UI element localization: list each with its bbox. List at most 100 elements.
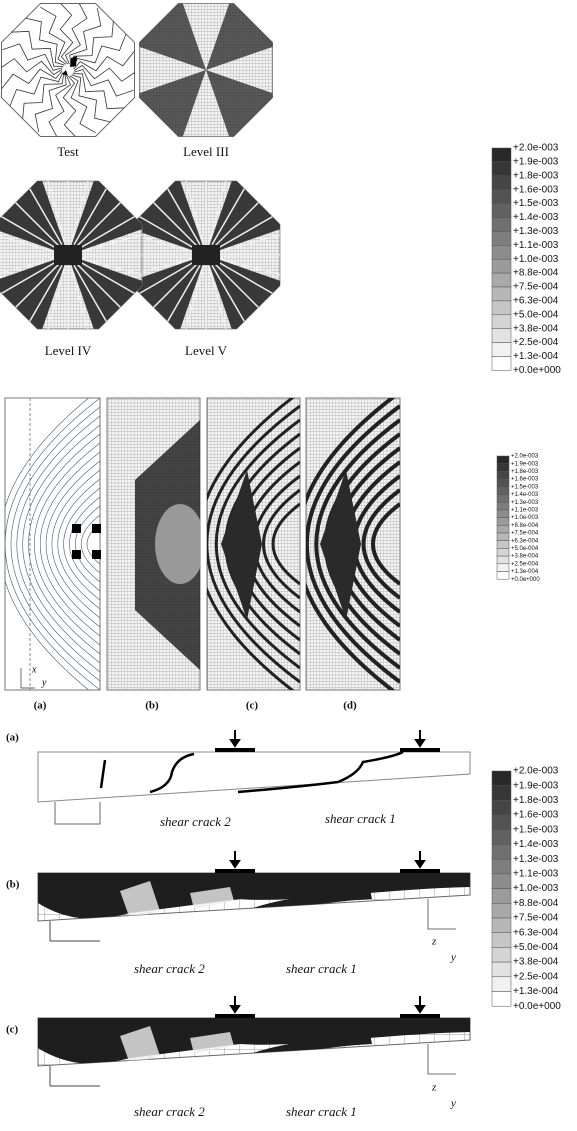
legend-label: +8.8e-004: [511, 523, 539, 529]
legend-label: +0.0e+000: [513, 1001, 561, 1012]
legend-label: +2.0e-003: [511, 454, 539, 460]
load-arrow: [231, 730, 239, 746]
legend-swatch: [492, 231, 511, 245]
legend-swatch: [492, 845, 511, 860]
legend-swatch: [492, 977, 511, 992]
legend-label: +5.0e-004: [513, 942, 559, 953]
legend-label: +2.5e-004: [513, 337, 559, 348]
legend-swatch: [492, 148, 511, 162]
legend-label: +1.0e-003: [513, 883, 559, 894]
legend-label: +1.3e-004: [513, 351, 559, 362]
legend-swatch: [492, 245, 511, 259]
slab-panel: [0, 389, 101, 699]
legend-label: +0.0e+000: [513, 365, 561, 376]
legend-label: +1.9e-003: [511, 461, 539, 467]
legend-label: +6.3e-004: [511, 538, 539, 544]
slab-panel: [297, 392, 400, 696]
legend-swatch: [492, 301, 511, 315]
page: +2.0e-003+1.9e-003+1.8e-003+1.6e-003+1.5…: [0, 0, 577, 1131]
legend-swatch: [497, 533, 509, 541]
legend-label: +1.5e-003: [513, 824, 559, 835]
slab-panel: [197, 392, 300, 696]
legend-swatch: [492, 815, 511, 830]
legend-swatch: [497, 479, 509, 487]
legend-swatch: [492, 218, 511, 232]
legend-swatch: [492, 933, 511, 948]
legend-swatch: [492, 771, 511, 786]
beam: [38, 730, 470, 824]
legend-swatch: [492, 992, 511, 1007]
load-plate: [400, 1014, 440, 1018]
load-arrow: [416, 851, 424, 867]
core: [155, 504, 205, 584]
legend-swatch: [492, 786, 511, 801]
legend-swatch: [492, 357, 511, 371]
legend-label: +1.3e-004: [511, 569, 539, 575]
load-plate: [92, 524, 101, 533]
legend-swatch: [497, 518, 509, 526]
legend-swatch: [492, 859, 511, 874]
legend-swatch: [497, 548, 509, 556]
annotation: shear crack 2: [134, 1104, 205, 1119]
legend: +2.0e-003+1.9e-003+1.8e-003+1.6e-003+1.5…: [492, 143, 561, 376]
legend-swatch: [492, 918, 511, 933]
beam: [38, 851, 470, 941]
center: [54, 245, 82, 265]
legend: +2.0e-003+1.9e-003+1.8e-003+1.6e-003+1.5…: [492, 766, 561, 1012]
legend-label: +1.8e-003: [511, 469, 539, 475]
legend-swatch: [497, 541, 509, 549]
legend-label: +1.1e-003: [513, 240, 559, 251]
legend-label: +1.5e-003: [513, 198, 559, 209]
annotation: shear crack 1: [286, 961, 357, 976]
axes: [428, 1044, 456, 1074]
legend-swatch: [497, 510, 509, 518]
legend-swatch: [497, 487, 509, 495]
annotation: shear crack 2: [160, 814, 231, 829]
axis-label: y: [450, 1098, 456, 1110]
legend-swatch: [497, 456, 509, 464]
legend-swatch: [497, 471, 509, 479]
legend-label: +3.8e-004: [513, 323, 559, 334]
load-plate: [400, 869, 440, 873]
legend-label: +1.0e-003: [511, 515, 539, 521]
beam: [38, 996, 470, 1086]
legend-label: +1.1e-003: [513, 869, 559, 880]
legend-label: +1.6e-003: [513, 810, 559, 821]
legend-label: +0.0e+000: [511, 577, 540, 583]
column: [50, 1066, 100, 1086]
caption: (a): [6, 732, 19, 744]
axis-label: x: [31, 664, 37, 675]
legend-swatch: [497, 495, 509, 503]
axis-label: z: [431, 936, 437, 948]
octagon-panel: [124, 0, 287, 152]
caption: (a): [34, 700, 47, 712]
legend-swatch: [492, 204, 511, 218]
caption: (d): [343, 700, 357, 712]
legend-label: +6.3e-004: [513, 927, 559, 938]
legend-label: +7.5e-004: [513, 913, 559, 924]
octagon-panel: [0, 2, 137, 138]
mesh: [5, 398, 100, 690]
legend-swatch: [497, 572, 509, 580]
legend-label: +1.4e-003: [511, 492, 539, 498]
load-arrow: [416, 996, 424, 1012]
legend-swatch: [492, 162, 511, 176]
load-plate: [92, 550, 101, 559]
legend-label: +5.0e-004: [513, 309, 559, 320]
caption: Level V: [185, 343, 228, 358]
load-arrow: [231, 851, 239, 867]
legend-swatch: [492, 273, 511, 287]
caption: Level III: [183, 144, 229, 159]
legend-label: +1.9e-003: [513, 780, 559, 791]
caption: Level IV: [45, 343, 92, 358]
axis-label: z: [431, 1082, 437, 1094]
figure: +2.0e-003+1.9e-003+1.8e-003+1.6e-003+1.5…: [0, 0, 577, 1131]
column: [50, 921, 100, 941]
legend-label: +1.1e-003: [511, 507, 539, 513]
load-plate: [72, 524, 81, 533]
octagon-panel: [0, 164, 159, 345]
legend-swatch: [492, 259, 511, 273]
legend-swatch: [492, 190, 511, 204]
legend-label: +2.0e-003: [513, 766, 559, 777]
legend-swatch: [492, 287, 511, 301]
